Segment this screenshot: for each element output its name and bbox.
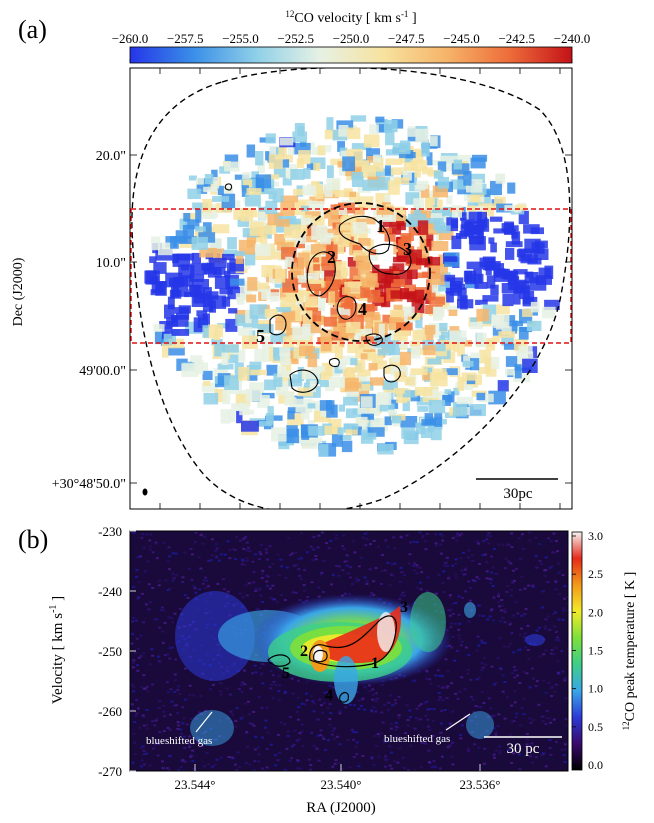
panel-a-contours xyxy=(224,183,412,393)
colorbar-title-sup: 12 xyxy=(285,9,294,19)
colorbar-a-tick-label: −255.0 xyxy=(222,31,259,46)
panel-b-label: (b) xyxy=(18,525,48,554)
panel-b-xlabel: RA (J2000) xyxy=(306,800,376,816)
panel-a-frame xyxy=(129,67,573,510)
panel-a-scalebar-label: 30pc xyxy=(503,486,533,502)
coverage-boundary xyxy=(131,68,571,509)
ylabel-exp: -1 xyxy=(48,605,59,613)
ylabel-close: ] xyxy=(50,596,66,605)
colorbar-a-tick-label: −252.5 xyxy=(277,31,314,46)
colorbar-title-close: ] xyxy=(408,11,416,26)
panel-b-ytick: -260 xyxy=(98,704,122,719)
panel-b-pv-diagram: 1 2 3 4 5 blueshifted gas blueshifted ga… xyxy=(130,531,568,771)
panel-b-scalebar-label: 30 pc xyxy=(507,741,540,757)
colorbar-a-tick-label: −250.0 xyxy=(333,31,370,46)
region-label-5: 5 xyxy=(256,326,265,346)
pv-region-label-1: 1 xyxy=(371,655,379,672)
panel-b-ylabel: Velocity [ km s-1 ] xyxy=(48,596,66,704)
region-label-2: 2 xyxy=(327,247,336,267)
panel-a-label: (a) xyxy=(18,15,47,44)
cbar-b-label-sup: 12 xyxy=(621,721,631,730)
blueshift-pointer-right xyxy=(445,713,471,731)
colorbar-a-tick-label: −260.0 xyxy=(112,31,149,46)
panel-a-ylabel: Dec (J2000) xyxy=(11,257,26,326)
panel-a-colorbar xyxy=(129,46,573,64)
panel-b-yticks: -230 -240 -250 -260 -270 xyxy=(98,524,122,779)
colorbar-b-tick-label: 2.0 xyxy=(588,605,603,619)
panel-a-axis-ticks xyxy=(130,68,572,509)
colorbar-b-tick-label: 1.5 xyxy=(588,644,603,658)
colorbar-a-tick-label: −245.0 xyxy=(443,31,480,46)
panel-a-ytick-3: +30°48'50.0" xyxy=(52,477,126,492)
cbar-b-label-main: CO peak temperature [ K ] xyxy=(623,572,638,722)
panel-b-colorbar xyxy=(571,531,583,771)
blueshift-pointer-left xyxy=(195,711,213,733)
panel-b-axis-ticks xyxy=(130,530,481,772)
panel-a-map: 1 2 3 4 5 30pc xyxy=(130,68,572,509)
colorbar-a-tick-label: −242.5 xyxy=(498,31,535,46)
ylabel-main: Velocity [ km s xyxy=(50,613,66,704)
region-label-1: 1 xyxy=(376,216,385,236)
colorbar-b-tick-label: 3.0 xyxy=(588,529,603,543)
panel-b-colorbar-label: 12CO peak temperature [ K ] xyxy=(621,572,638,731)
region-label-3: 3 xyxy=(403,239,412,259)
blueshift-label-right: blueshifted gas xyxy=(384,733,450,745)
panel-b-xtick-0: 23.544° xyxy=(175,777,216,792)
panel-b-ytick: -270 xyxy=(98,764,122,779)
panel-b-ytick: -240 xyxy=(98,584,122,599)
panel-a-region-labels: 1 2 3 4 5 xyxy=(256,216,412,346)
colorbar-b-tick-label: 0.5 xyxy=(588,720,603,734)
region-label-4: 4 xyxy=(358,299,367,319)
pv-region-label-4: 4 xyxy=(325,687,333,704)
panel-a-ytick-2: 49'00.0" xyxy=(79,364,126,379)
colorbar-b-tick-label: 0.0 xyxy=(588,758,603,772)
panel-b-ytick: -250 xyxy=(98,644,122,659)
pv-region-label-3: 3 xyxy=(400,599,408,616)
pv-region-label-5: 5 xyxy=(282,665,290,682)
panel-a-colorbar-title: 12CO velocity [ km s-1 ] xyxy=(285,9,416,26)
beam-ellipse xyxy=(142,488,148,496)
slit-region-box xyxy=(130,208,572,344)
colorbar-b-tick-label: 2.5 xyxy=(588,567,603,581)
colorbar-a-tick-label: −247.5 xyxy=(388,31,425,46)
central-circle xyxy=(291,202,431,342)
colorbar-title-exp: -1 xyxy=(401,9,409,19)
panel-b-region-labels: 1 2 3 4 5 xyxy=(282,599,408,704)
colorbar-a-tick-label: −240.0 xyxy=(554,31,591,46)
colorbar-title-main: CO velocity [ km s xyxy=(294,11,401,26)
panel-b-xtick-2: 23.536° xyxy=(460,777,501,792)
panel-a-colorbar-ticks: −260.0 −257.5 −255.0 −252.5 −250.0 −247.5 −245… xyxy=(112,31,591,63)
panel-a-ytick-0: 20.0" xyxy=(96,149,126,164)
panel-b-xtick-1: 23.540° xyxy=(321,777,362,792)
panel-a-ytick-1: 10.0" xyxy=(96,256,126,271)
panel-b-colorbar-ticks: 3.0 2.5 2.0 1.5 1.0 0.5 0.0 xyxy=(572,529,603,772)
panel-b-contours xyxy=(267,615,397,703)
colorbar-b-tick-label: 1.0 xyxy=(588,682,603,696)
panel-b-ytick: -230 xyxy=(98,524,122,539)
blueshift-label-left: blueshifted gas xyxy=(146,735,212,747)
colorbar-a-tick-label: −257.5 xyxy=(167,31,204,46)
pv-region-label-2: 2 xyxy=(300,643,308,660)
